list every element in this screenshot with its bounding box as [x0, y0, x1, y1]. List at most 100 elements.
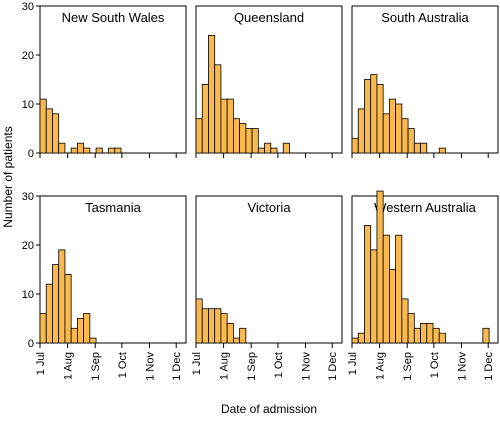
bar — [214, 308, 222, 344]
x-tick-label: 1 Oct — [429, 352, 441, 378]
panel-frame — [39, 5, 187, 154]
y-tick-label: 0 — [28, 148, 34, 160]
x-tick-label: 1 Dec — [171, 352, 183, 381]
panel-title: South Australia — [381, 10, 469, 25]
bar — [83, 313, 91, 344]
bar — [395, 103, 403, 154]
bar — [245, 128, 253, 154]
bar — [438, 147, 446, 154]
bar — [83, 147, 91, 154]
bar — [39, 98, 47, 154]
bar — [351, 137, 359, 154]
bar — [208, 308, 216, 344]
bar — [52, 264, 60, 344]
y-tick-label: 10 — [22, 99, 34, 111]
bar — [420, 142, 428, 154]
bar — [376, 190, 384, 344]
bar — [195, 118, 203, 154]
bar — [64, 273, 72, 344]
bar — [364, 79, 372, 154]
bar — [39, 313, 47, 344]
bar — [482, 327, 490, 344]
y-axis-title: Number of patients — [1, 126, 15, 227]
x-tick-label: 1 Dec — [327, 352, 339, 381]
bar — [370, 74, 378, 154]
bar — [438, 332, 446, 344]
x-tick-label: 1 Nov — [145, 352, 157, 381]
bar — [382, 113, 390, 154]
bar — [201, 84, 209, 154]
panel-frame — [39, 195, 187, 344]
bar — [226, 322, 234, 344]
bar — [232, 337, 241, 344]
bar — [58, 249, 66, 344]
x-tick-label: 1 Sep — [246, 352, 258, 381]
panel-title: Tasmania — [85, 200, 141, 215]
bar — [95, 147, 103, 154]
bar — [76, 142, 85, 154]
bar — [220, 313, 228, 344]
panel-title: Queensland — [234, 10, 304, 25]
bar — [370, 249, 378, 344]
x-tick-label: 1 Sep — [402, 352, 414, 381]
bar — [220, 98, 228, 154]
x-tick-label: 1 Oct — [117, 352, 129, 378]
panel: Queensland — [195, 5, 343, 158]
bar — [413, 142, 421, 154]
bar — [114, 147, 122, 154]
bar — [264, 142, 272, 154]
bar — [270, 147, 278, 154]
x-tick-label: 1 Aug — [375, 352, 387, 380]
bar — [382, 234, 390, 344]
panel-title: Victoria — [247, 200, 291, 215]
bar — [357, 108, 365, 154]
bar — [201, 308, 209, 344]
bar — [357, 332, 365, 344]
panels: New South Wales 0 10 20 30 Queensland South Au… — [22, 1, 499, 381]
y-tick-label: 10 — [22, 289, 34, 301]
bar — [232, 118, 241, 154]
panel: Victoria 1 Jul 1 Aug 1 Sep 1 Oct 1 Nov 1 Dec — [191, 195, 343, 381]
panel-title: New South Wales — [62, 10, 165, 25]
x-tick-label: 1 Dec — [483, 352, 495, 381]
y-tick-label: 20 — [22, 240, 34, 252]
bar — [401, 118, 409, 154]
bar — [388, 98, 397, 154]
bar — [395, 234, 403, 344]
bar — [407, 128, 415, 154]
y-tick-label: 30 — [22, 1, 34, 13]
bar — [432, 327, 440, 344]
panel: Western Australia 1 Jul 1 Aug 1 Sep 1 Oct 1 N… — [347, 190, 499, 381]
bar — [401, 298, 409, 344]
x-tick-label: 1 Jul — [35, 352, 47, 375]
x-tick-label: 1 Aug — [219, 352, 231, 380]
x-tick-label: 1 Oct — [273, 352, 285, 378]
bar — [214, 64, 222, 154]
bar — [251, 128, 259, 154]
bar — [420, 322, 428, 344]
bar — [208, 35, 216, 154]
bar — [108, 147, 116, 154]
panel-frame — [195, 195, 343, 344]
x-tick-label: 1 Nov — [457, 352, 469, 381]
bar — [58, 142, 66, 154]
bar — [226, 98, 234, 154]
x-tick-label: 1 Jul — [191, 352, 203, 375]
bar — [76, 318, 85, 344]
bar — [45, 283, 53, 344]
bar — [70, 327, 78, 344]
y-tick-label: 20 — [22, 50, 34, 62]
y-tick-label: 0 — [28, 338, 34, 350]
panel: New South Wales 0 10 20 30 — [22, 1, 187, 160]
bar — [52, 113, 60, 154]
bar — [45, 108, 53, 154]
x-tick-label: 1 Nov — [301, 352, 313, 381]
bar — [364, 224, 372, 344]
bar — [376, 84, 384, 154]
bar — [239, 123, 247, 154]
panel: Tasmania 0 10 20 30 1 Jul 1 Aug 1 Sep 1 Oct 1 Nov… — [22, 191, 187, 381]
bar — [239, 327, 247, 344]
bar — [89, 337, 97, 344]
